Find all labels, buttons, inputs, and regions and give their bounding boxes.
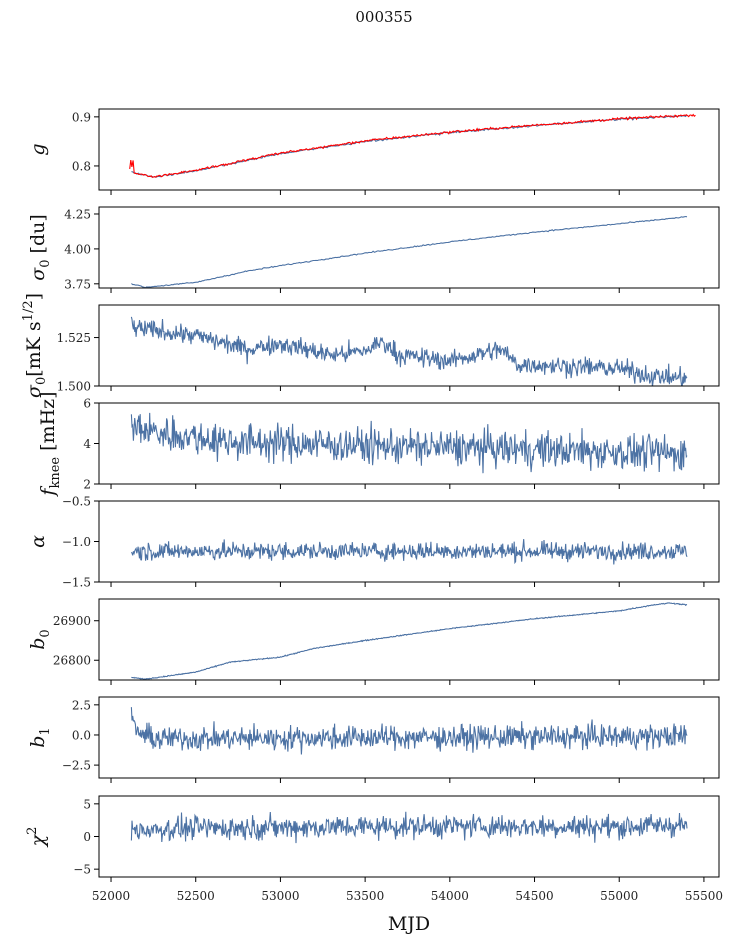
y-tick-label: 3.75: [64, 277, 91, 291]
series-line: [130, 539, 688, 565]
x-tick-label: 53500: [346, 889, 384, 903]
axes-frame: [98, 696, 720, 779]
y-tick-label: 0.9: [72, 110, 91, 124]
y-label-part: α: [27, 535, 49, 548]
subplot-0: 0.8 0.9 g: [27, 108, 720, 195]
y-axis-label: fknee [mHz]: [37, 391, 63, 497]
subplot-3: 2 4 6 fknee [mHz]: [37, 391, 720, 498]
y-tick-label: 26900: [53, 614, 91, 628]
x-tick-label: 55500: [685, 889, 723, 903]
axes-frame: [98, 206, 720, 289]
overlay-line-red: [129, 113, 696, 179]
y-axis-label: σ0[mK s1/2]: [21, 293, 49, 398]
y-label-part: 0: [38, 260, 53, 268]
subplot-7: 52000 52500 53000 53500 54000 54500 55000 55500…: [25, 795, 723, 903]
y-label-part: 0: [34, 377, 49, 385]
y-tick-label: −2.5: [62, 759, 91, 773]
y-label-part: [mHz]: [37, 391, 59, 456]
series-line: [130, 412, 688, 474]
y-label-part: ]: [23, 293, 45, 300]
x-axis-label: MJD: [388, 913, 430, 935]
y-tick-label: 26800: [53, 654, 91, 668]
axes-frame: [98, 500, 720, 583]
y-label-part: b: [27, 638, 49, 650]
y-label-part: σ: [23, 384, 45, 398]
y-label-part: 2: [25, 827, 40, 835]
y-tick-label: 6: [83, 397, 91, 411]
y-axis-label: σ0 [du]: [27, 214, 53, 281]
y-tick-label: −0.5: [62, 495, 91, 509]
subplot-2: 1.500 1.525 σ0[mK s1/2]: [21, 293, 720, 398]
y-tick-label: 2.5: [72, 698, 91, 712]
axes-frame: [98, 108, 720, 191]
y-label-part: [du]: [27, 214, 49, 259]
y-label-part: [mK s: [23, 321, 45, 376]
y-tick-label: 1.500: [57, 380, 91, 394]
x-tick-label: 55000: [600, 889, 638, 903]
series-line: [130, 316, 688, 386]
series-line: [131, 114, 688, 178]
subplot-1: 3.75 4.00 4.25 σ0 [du]: [27, 206, 720, 293]
axes-frame: [98, 304, 720, 387]
series-line: [131, 215, 688, 288]
y-tick-label: 5: [83, 797, 91, 811]
figure-title: 000355: [355, 8, 412, 26]
y-label-part: 0: [38, 629, 53, 637]
x-tick-label: 52000: [92, 889, 130, 903]
y-tick-label: −1.5: [62, 576, 91, 590]
y-axis-label: g: [27, 143, 49, 155]
x-tick-label: 54000: [431, 889, 469, 903]
y-label-part: f: [37, 486, 59, 498]
y-label-part: 1: [38, 727, 53, 735]
y-label-part: σ: [27, 267, 49, 281]
y-tick-label: 0: [83, 830, 91, 844]
y-label-part: knee: [48, 457, 63, 489]
y-tick-label: 4: [83, 437, 91, 451]
y-label-part: 1/2: [21, 300, 36, 321]
x-tick-label: 52500: [177, 889, 215, 903]
y-tick-label: 0.0: [72, 728, 91, 742]
y-tick-label: 4.25: [64, 207, 91, 221]
axes-frame: [98, 402, 720, 485]
y-label-part: b: [27, 736, 49, 748]
subplot-6: −2.5 0.0 2.5 b1: [27, 696, 720, 783]
y-tick-label: 4.00: [64, 242, 91, 256]
y-axis-label: α: [27, 535, 49, 548]
y-tick-label: 2: [83, 478, 91, 492]
x-tick-label: 53000: [261, 889, 299, 903]
series-line: [130, 811, 688, 844]
subplot-4: −1.5 −1.0 −0.5 α: [27, 495, 720, 590]
y-axis-label: b1: [27, 727, 53, 747]
axes-frame: [98, 598, 720, 681]
y-label-part: g: [27, 143, 49, 155]
y-label-part: χ: [27, 833, 49, 848]
y-tick-label: 1.525: [57, 331, 91, 345]
series-line: [130, 707, 688, 755]
y-axis-label: χ2: [25, 827, 49, 849]
y-tick-label: −1.0: [62, 535, 91, 549]
x-tick-label: 54500: [515, 889, 553, 903]
y-tick-label: 0.8: [72, 159, 91, 173]
y-tick-label: −5: [73, 863, 91, 877]
series-line: [131, 602, 688, 680]
y-axis-label: b0: [27, 629, 53, 649]
